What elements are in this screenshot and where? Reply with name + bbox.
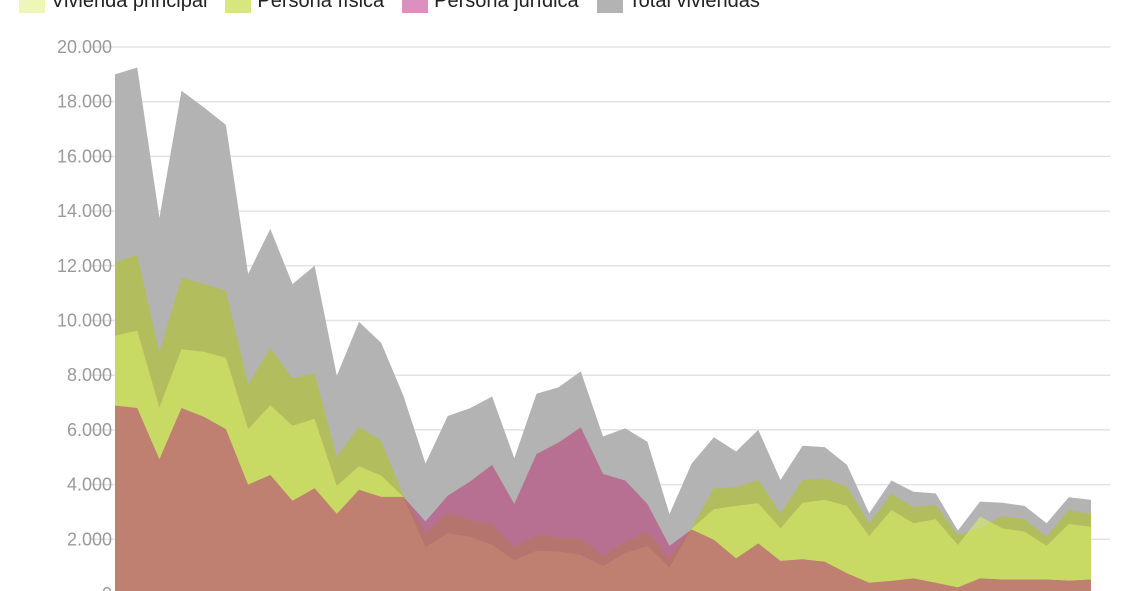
y-tick-label: 10.000 bbox=[57, 311, 112, 331]
y-tick-label: 0 bbox=[102, 584, 112, 591]
y-tick-label: 4.000 bbox=[67, 475, 112, 495]
legend-swatch bbox=[402, 0, 429, 13]
legend-swatch bbox=[225, 0, 252, 13]
legend-item[interactable]: Persona física bbox=[225, 0, 384, 13]
legend-swatch bbox=[596, 0, 623, 13]
legend-label: Persona jurídica bbox=[434, 0, 579, 12]
chart-legend: Vivienda principal Persona física Persona … bbox=[19, 0, 778, 14]
y-tick-label: 14.000 bbox=[57, 201, 112, 221]
legend-swatch bbox=[19, 0, 45, 13]
legend-label: Vivienda principal bbox=[51, 0, 208, 12]
y-tick-label: 18.000 bbox=[57, 92, 112, 112]
legend-item[interactable]: Total viviendas bbox=[596, 0, 760, 13]
y-tick-label: 2.000 bbox=[67, 529, 112, 549]
y-tick-label: 6.000 bbox=[67, 420, 112, 440]
y-tick-label: 16.000 bbox=[57, 146, 112, 166]
area-persona-jur-dica bbox=[115, 405, 1091, 591]
legend-label: Persona física bbox=[257, 0, 385, 12]
series-areas bbox=[115, 67, 1091, 591]
y-tick-label: 20.000 bbox=[57, 37, 112, 57]
legend-item[interactable]: Persona jurídica bbox=[402, 0, 579, 13]
y-axis-ticks: 0 2.000 4.000 6.000 8.000 10.000 12.000 14.000 1… bbox=[57, 37, 112, 591]
legend-item[interactable]: Vivienda principal bbox=[19, 0, 207, 13]
y-tick-label: 12.000 bbox=[57, 256, 112, 276]
y-tick-label: 8.000 bbox=[67, 365, 112, 385]
legend-label: Total viviendas bbox=[628, 0, 760, 12]
